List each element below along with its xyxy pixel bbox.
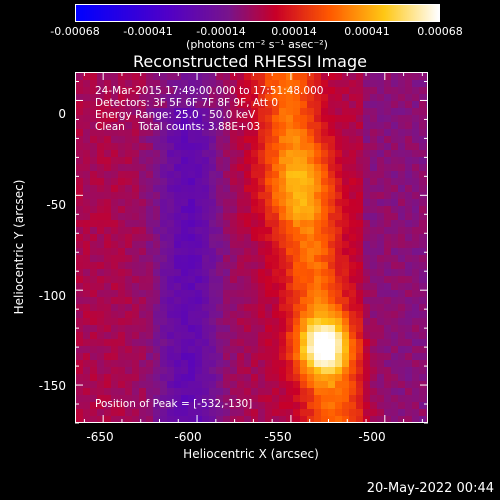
colorbar-tick-label: -0.00014 [196, 25, 246, 38]
colorbar-tick-label: 0.00041 [344, 25, 390, 38]
annotation-total-counts: Clean Total counts: 3.88E+03 [95, 121, 261, 133]
x-tick-label: -600 [174, 430, 202, 444]
colorbar-tick-label: -0.00041 [123, 25, 173, 38]
image-plot: 24-Mar-2015 17:49:00.000 to 17:51:48.000… [75, 72, 428, 423]
rhessi-image-map [76, 73, 427, 422]
y-tick-label: -50 [46, 198, 66, 212]
colorbar-tick-label: 0.00068 [417, 25, 463, 38]
annotation-energy: Energy Range: 25.0 - 50.0 keV [95, 109, 256, 121]
x-tick-label: -550 [264, 430, 292, 444]
y-tick-label: -100 [38, 289, 66, 303]
colorbar-tick-label: 0.00014 [271, 25, 317, 38]
y-tick-label: -150 [38, 379, 66, 393]
x-axis-label: Heliocentric X (arcsec) [183, 447, 319, 461]
annotation-detectors: Detectors: 3F 5F 6F 7F 8F 9F, Att 0 [95, 97, 279, 109]
peak-position-label: Position of Peak = [-532,-130] [95, 398, 253, 410]
colorbar [75, 4, 440, 22]
colorbar-gradient [76, 5, 439, 21]
colorbar-tick-label: -0.00068 [50, 25, 100, 38]
y-axis-label: Heliocentric Y (arcsec) [12, 179, 26, 315]
colorbar-unit: (photons cm⁻² s⁻¹ asec⁻²) [186, 38, 328, 51]
date-stamp: 20-May-2022 00:44 [366, 481, 494, 496]
x-tick-label: -500 [358, 430, 386, 444]
x-tick-label: -650 [86, 430, 114, 444]
y-tick-label: 0 [58, 107, 66, 121]
annotation-time-range: 24-Mar-2015 17:49:00.000 to 17:51:48.000 [95, 85, 324, 97]
plot-title: Reconstructed RHESSI Image [133, 52, 367, 71]
